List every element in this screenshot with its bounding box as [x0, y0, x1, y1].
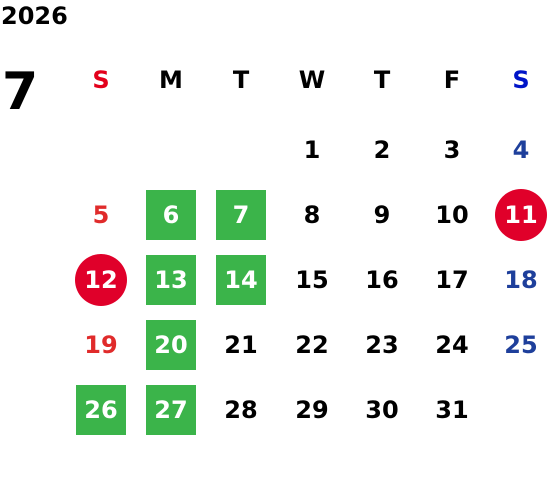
day-cell[interactable]: 26	[76, 385, 126, 435]
day-cell[interactable]: 9	[373, 201, 391, 229]
day-cell[interactable]: 14	[216, 255, 266, 305]
day-cell[interactable]: 20	[146, 320, 196, 370]
day-cell[interactable]: 19	[84, 331, 118, 359]
calendar-month: 7	[2, 62, 39, 122]
weekday-header: T	[232, 66, 250, 94]
day-cell[interactable]: 6	[146, 190, 196, 240]
day-cell[interactable]: 17	[435, 266, 469, 294]
calendar-year: 2026	[1, 2, 68, 30]
day-cell[interactable]: 10	[435, 201, 469, 229]
day-cell[interactable]: 13	[146, 255, 196, 305]
day-cell[interactable]: 18	[504, 266, 538, 294]
weekday-header: M	[159, 66, 183, 94]
day-cell[interactable]: 28	[224, 396, 258, 424]
weekday-header: S	[92, 66, 110, 94]
day-cell[interactable]: 4	[512, 136, 530, 164]
day-cell[interactable]: 1	[303, 136, 321, 164]
weekday-header: T	[373, 66, 391, 94]
day-cell[interactable]: 24	[435, 331, 469, 359]
day-cell[interactable]: 27	[146, 385, 196, 435]
day-cell[interactable]: 7	[216, 190, 266, 240]
day-cell[interactable]: 2	[373, 136, 391, 164]
day-cell[interactable]: 3	[443, 136, 461, 164]
day-cell[interactable]: 22	[295, 331, 329, 359]
day-cell[interactable]: 12	[75, 254, 127, 306]
day-cell[interactable]: 15	[295, 266, 329, 294]
day-cell[interactable]: 8	[303, 201, 321, 229]
day-cell[interactable]: 21	[224, 331, 258, 359]
day-cell[interactable]: 23	[365, 331, 399, 359]
day-cell[interactable]: 31	[435, 396, 469, 424]
day-cell[interactable]: 29	[295, 396, 329, 424]
day-cell[interactable]: 25	[504, 331, 538, 359]
weekday-header: W	[298, 66, 326, 94]
day-cell[interactable]: 5	[92, 201, 110, 229]
day-cell[interactable]: 30	[365, 396, 399, 424]
day-cell[interactable]: 16	[365, 266, 399, 294]
day-cell[interactable]: 11	[495, 189, 547, 241]
weekday-header: F	[443, 66, 461, 94]
weekday-header: S	[512, 66, 530, 94]
